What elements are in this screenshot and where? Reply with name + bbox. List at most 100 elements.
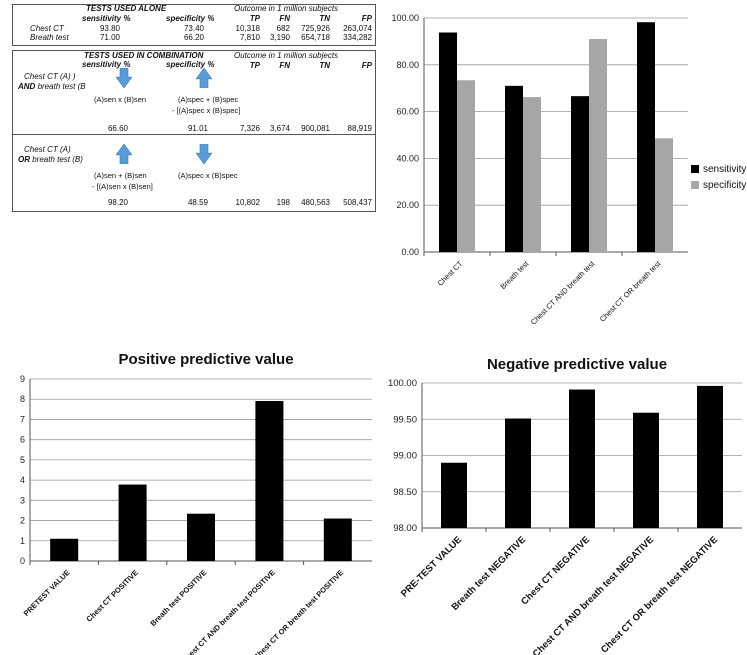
or-label-line2: OR breath test (B): [18, 155, 83, 164]
y-tick-label: 9: [20, 374, 25, 384]
row-label: Breath test: [30, 33, 69, 42]
x-tick-label: Chest CT OR breath test NEGATIVE: [599, 534, 720, 655]
or-fp: 508,437: [343, 198, 372, 207]
col-tn: TN: [319, 14, 330, 23]
y-tick-label: 1: [20, 536, 25, 546]
and-spec-formula-1: (A)spec + (B)spec: [178, 95, 239, 104]
x-tick-label: Breath test POSITIVE: [148, 568, 208, 628]
or-sensitivity: 98.20: [107, 198, 129, 207]
col-tp: TP: [249, 14, 260, 23]
or-label-rest: breath test (B): [30, 155, 83, 164]
and-operator: AND: [18, 82, 36, 91]
bar: [589, 39, 607, 253]
y-tick-label: 100.00: [391, 13, 419, 23]
row-specificity: 73.40: [183, 24, 205, 33]
y-tick-label: 6: [20, 435, 25, 445]
outcome-caption: Outcome in 1 million subjects: [234, 51, 339, 60]
arrow-up-icon: [116, 144, 132, 164]
or-label-line1: Chest CT (A): [24, 145, 71, 154]
legend-swatch: [691, 165, 699, 173]
y-tick-label: 0.00: [401, 247, 419, 257]
y-tick-label: 0: [20, 556, 25, 566]
or-operator: OR: [18, 155, 30, 164]
x-tick-label: Chest CT NEGATIVE: [519, 534, 592, 607]
tests-alone-content: TESTS USED ALONE Outcome in 1 million su…: [12, 4, 374, 44]
or-tp: 10,802: [235, 198, 260, 207]
x-tick-label: Breath test: [498, 258, 531, 291]
chart-title: Negative predictive value: [487, 356, 667, 373]
y-tick-label: 60.00: [396, 107, 419, 117]
row-fp: 334,282: [343, 33, 372, 42]
row-tn: 654,718: [301, 33, 330, 42]
tests-combo-table: [12, 50, 376, 212]
row-sensitivity: 93.80: [99, 24, 121, 33]
bar: [655, 138, 673, 252]
legend-label: sensitivity %: [703, 164, 747, 175]
bar: [457, 80, 475, 252]
x-tick-label: Breath test NEGATIVE: [450, 534, 529, 613]
and-label-rest: breath test (B: [35, 82, 86, 91]
y-tick-label: 99.50: [393, 414, 417, 425]
and-sensitivity: 66.60: [107, 124, 129, 133]
or-specificity: 48.59: [187, 198, 209, 207]
bar: [633, 412, 659, 528]
y-tick-label: 98.50: [393, 487, 417, 498]
bar: [439, 32, 457, 253]
outcome-caption: Outcome in 1 million subjects: [234, 4, 339, 13]
row-specificity: 66.20: [183, 33, 205, 42]
x-tick-label: Chest CT POSITIVE: [84, 568, 140, 624]
y-tick-label: 100.00: [388, 378, 417, 389]
and-specificity: 91.01: [187, 124, 209, 133]
col-sensitivity: sensitivity %: [82, 60, 131, 69]
x-tick-label: PRE-TEST VALUE: [399, 534, 464, 599]
y-tick-label: 4: [20, 475, 25, 485]
col-fp: FP: [361, 14, 372, 23]
y-tick-label: 2: [20, 516, 25, 526]
col-tp: TP: [249, 61, 260, 70]
or-sens-formula-1: (A)sen + (B)sen: [94, 171, 147, 180]
x-tick-label: Chest CT OR breath test: [598, 258, 663, 323]
or-spec-formula: (A)spec x (B)spec: [178, 171, 238, 180]
tests-alone-table: [12, 4, 376, 46]
tests-combo-content: TESTS USED IN COMBINATION Outcome in 1 m…: [12, 50, 374, 210]
bar: [637, 22, 655, 252]
y-tick-label: 7: [20, 414, 25, 424]
and-sens-formula: (A)sen x (B)sen: [94, 95, 147, 104]
and-fp: 88,919: [347, 124, 372, 133]
legend-label: specificity %: [703, 180, 747, 191]
bar: [569, 389, 595, 528]
col-fp: FP: [361, 61, 372, 70]
arrow-up-icon: [196, 68, 212, 88]
or-sens-formula-2: - [(A)sen x (B)sen]: [92, 182, 153, 191]
x-tick-label: Chest CT: [436, 259, 465, 288]
arrow-down-icon: [116, 68, 132, 88]
bar: [505, 85, 523, 252]
bar: [441, 462, 467, 528]
col-tn: TN: [319, 61, 330, 70]
combo-divider: [12, 134, 376, 135]
col-specificity: specificity %: [166, 14, 215, 23]
row-fn: 682: [276, 24, 290, 33]
row-fp: 263,074: [343, 24, 372, 33]
positive-predictive-value-chart: 0 1 2 3 4 5 6 7 8 9 Positive predictive value PRETE…: [20, 351, 372, 655]
col-fn: FN: [279, 14, 290, 23]
tests-alone-header: TESTS USED ALONE: [86, 4, 167, 13]
bar: [523, 97, 541, 252]
y-tick-label: 8: [20, 394, 25, 404]
chart-title: Positive predictive value: [118, 351, 293, 368]
row-label: Chest CT: [30, 24, 64, 33]
and-label-line2: AND breath test (B: [18, 82, 86, 91]
sensitivity-specificity-chart: 0.00 20.00 40.00 60.00 80.00 100.00 Chest CT Br…: [391, 13, 747, 327]
y-tick-label: 5: [20, 455, 25, 465]
x-tick-label: Chest CT AND breath test NEGATIVE: [531, 534, 656, 655]
bar: [255, 401, 284, 561]
col-sensitivity: sensitivity %: [82, 14, 131, 23]
negative-predictive-value-chart: 98.00 98.50 99.00 99.50 100.00 Negative predi…: [388, 356, 742, 655]
row-tp: 10,318: [235, 24, 260, 33]
legend-swatch: [691, 181, 699, 189]
bar: [571, 96, 589, 252]
bar: [118, 484, 147, 561]
bar: [50, 538, 79, 561]
col-fn: FN: [279, 61, 290, 70]
bar: [505, 418, 531, 528]
